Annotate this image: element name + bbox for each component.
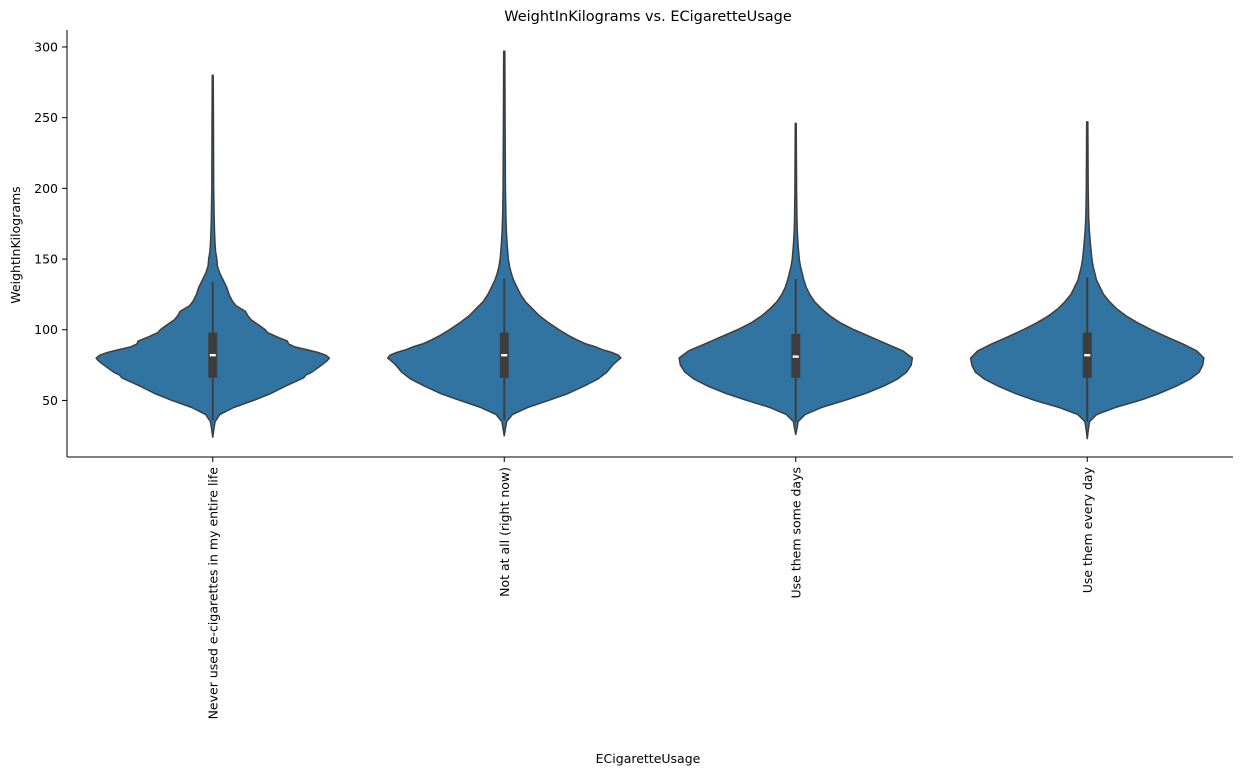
x-tick-label: Use them some days [788,467,803,599]
violin-body [95,74,331,438]
x-tick-label: Never used e-cigarettes in my entire lif… [205,467,220,720]
x-axis-label: ECigaretteUsage [596,751,701,766]
y-tick-label: 250 [34,110,58,125]
violin-median-marker [1084,353,1091,357]
violin-median-marker [792,355,799,358]
violin-body [386,50,622,437]
y-tick-label: 200 [34,181,58,196]
y-axis: 50 100 150 200 250 300 [34,39,67,408]
violin-median-marker [501,353,508,357]
y-tick-label: 150 [34,252,58,267]
violin-layer [95,50,1205,440]
x-tick-label: Use them every day [1080,466,1095,593]
y-tick-label: 50 [42,393,58,408]
x-tick-label: Not at all (right now) [497,467,512,597]
violin-median-marker [209,353,216,357]
chart-title: WeightInKilograms vs. ECigaretteUsage [504,9,792,25]
y-axis-label: WeightInKilograms [8,186,23,303]
y-tick-label: 300 [34,39,58,54]
x-axis: Never used e-cigarettes in my entire lif… [205,457,1095,719]
y-tick-label: 100 [34,322,58,337]
